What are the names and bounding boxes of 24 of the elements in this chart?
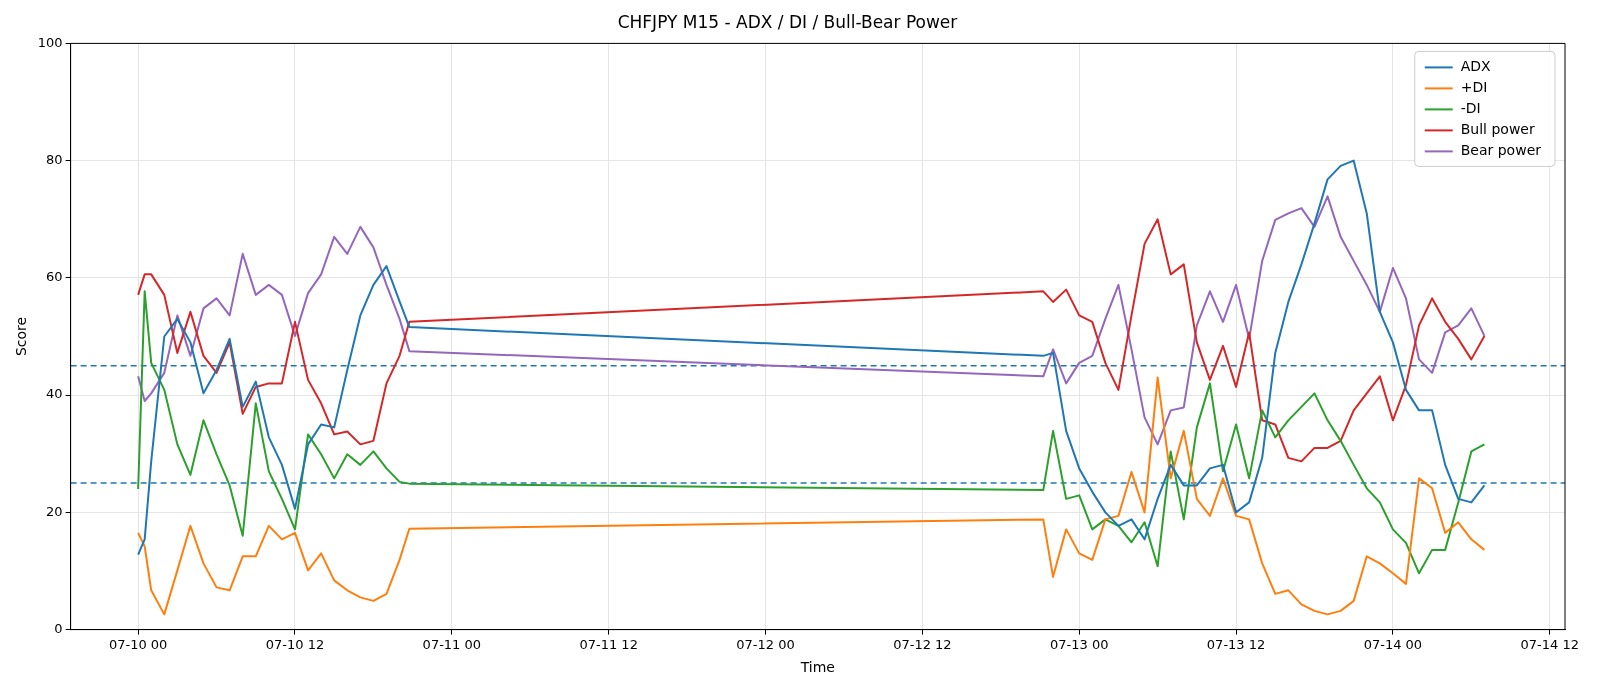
chart-title: CHFJPY M15 - ADX / DI / Bull-Bear Power — [617, 11, 958, 32]
legend-label: -DI — [1460, 100, 1481, 117]
x-tick-label: 07-10 12 — [265, 636, 325, 652]
legend-label: Bear power — [1460, 142, 1542, 159]
x-tick-label: 07-13 12 — [1206, 636, 1266, 652]
x-tick-label: 07-11 12 — [579, 636, 638, 652]
x-tick-label: 07-13 00 — [1049, 636, 1109, 652]
x-tick-label: 07-12 12 — [893, 636, 952, 652]
y-tick-label: 60 — [46, 269, 63, 285]
legend-label: +DI — [1460, 79, 1488, 96]
legend-label: ADX — [1460, 58, 1492, 75]
x-axis-title: Time — [799, 659, 835, 676]
x-tick-label: 07-11 00 — [422, 636, 482, 652]
x-tick-label: 07-14 12 — [1520, 636, 1579, 652]
y-tick-label: 80 — [46, 152, 63, 168]
y-tick-label: 100 — [37, 34, 63, 50]
y-tick-label: 20 — [46, 503, 63, 519]
y-tick-label: 0 — [54, 620, 63, 636]
x-tick-label: 07-10 00 — [108, 636, 168, 652]
y-axis-title: Score — [13, 316, 30, 357]
x-tick-label: 07-14 00 — [1363, 636, 1423, 652]
x-tick-label: 07-12 00 — [736, 636, 795, 652]
legend-label: Bull power — [1460, 121, 1535, 138]
y-tick-label: 40 — [46, 386, 63, 402]
